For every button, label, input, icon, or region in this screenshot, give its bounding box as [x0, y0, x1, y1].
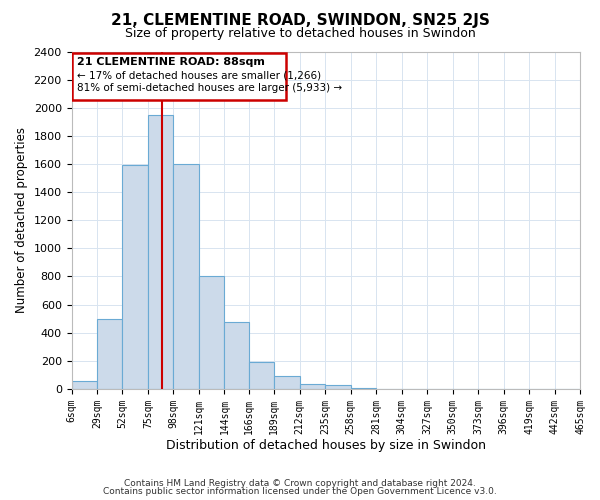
Bar — [173, 164, 199, 389]
Text: Size of property relative to detached houses in Swindon: Size of property relative to detached ho… — [125, 28, 475, 40]
Bar — [97, 318, 122, 389]
Bar — [148, 115, 173, 389]
Text: Contains public sector information licensed under the Open Government Licence v3: Contains public sector information licen… — [103, 487, 497, 496]
Bar — [122, 166, 148, 389]
Text: 81% of semi-detached houses are larger (5,933) →: 81% of semi-detached houses are larger (… — [77, 84, 342, 94]
Bar — [300, 384, 325, 389]
Text: Contains HM Land Registry data © Crown copyright and database right 2024.: Contains HM Land Registry data © Crown c… — [124, 478, 476, 488]
X-axis label: Distribution of detached houses by size in Swindon: Distribution of detached houses by size … — [166, 440, 486, 452]
Bar — [71, 53, 286, 100]
Bar — [249, 362, 274, 389]
Bar — [325, 385, 350, 389]
Bar — [274, 376, 300, 389]
Y-axis label: Number of detached properties: Number of detached properties — [15, 127, 28, 313]
Text: ← 17% of detached houses are smaller (1,266): ← 17% of detached houses are smaller (1,… — [77, 70, 321, 80]
Bar — [71, 381, 97, 389]
Bar — [199, 276, 224, 389]
Bar — [350, 388, 376, 389]
Bar — [224, 322, 249, 389]
Text: 21, CLEMENTINE ROAD, SWINDON, SN25 2JS: 21, CLEMENTINE ROAD, SWINDON, SN25 2JS — [110, 12, 490, 28]
Text: 21 CLEMENTINE ROAD: 88sqm: 21 CLEMENTINE ROAD: 88sqm — [77, 57, 265, 67]
